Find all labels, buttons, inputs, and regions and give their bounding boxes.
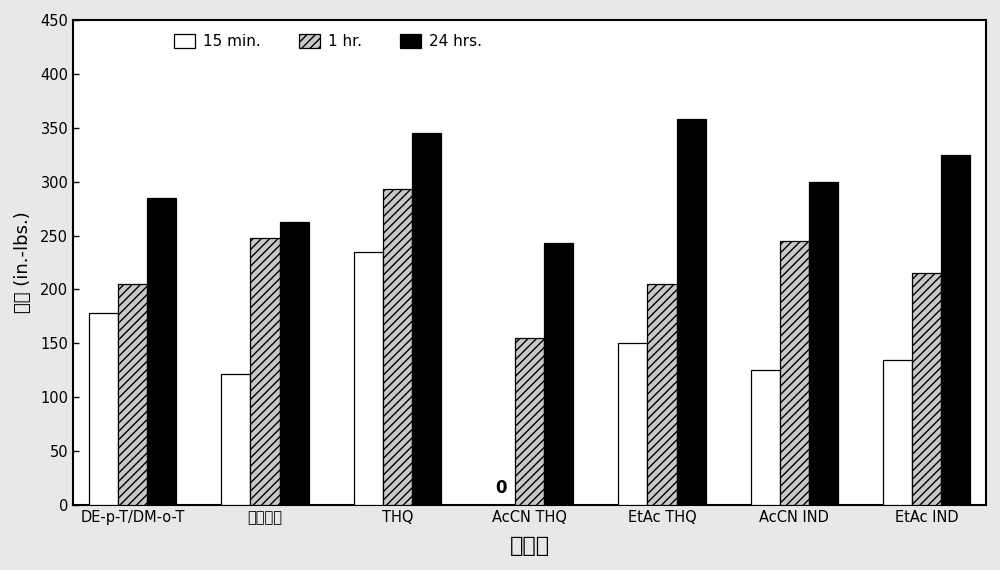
Bar [515,338,544,505]
Bar [147,198,176,505]
Bar [883,360,912,505]
X-axis label: 固化劑: 固化劑 [510,536,550,556]
Bar [647,284,677,505]
Bar [89,313,118,505]
Bar [809,182,838,505]
Bar [912,273,941,505]
Bar [780,241,809,505]
Bar [544,243,573,505]
Bar [118,284,147,505]
Bar [751,370,780,505]
Bar [250,238,280,505]
Bar [354,252,383,505]
Bar [221,373,250,505]
Bar [941,154,970,505]
Text: 0: 0 [495,478,506,496]
Bar [677,119,706,505]
Y-axis label: 強度 (in.-lbs.): 強度 (in.-lbs.) [14,211,32,314]
Bar [618,343,647,505]
Bar [280,222,309,505]
Legend: 15 min., 1 hr., 24 hrs.: 15 min., 1 hr., 24 hrs. [168,28,488,55]
Bar [383,189,412,505]
Bar [412,133,441,505]
